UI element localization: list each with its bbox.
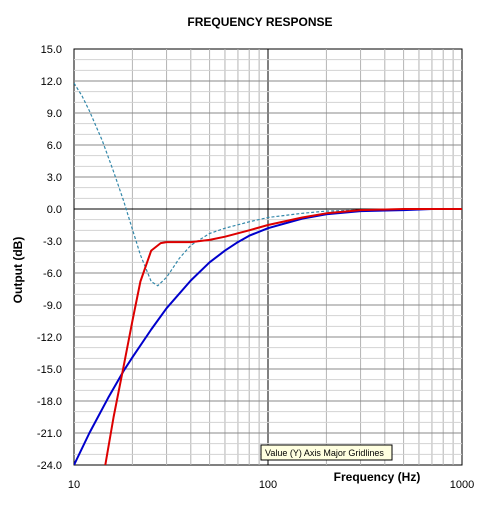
series-layer bbox=[74, 82, 462, 465]
y-tick-label: -6.0 bbox=[43, 268, 62, 280]
y-tick-label: 3.0 bbox=[47, 172, 62, 184]
tooltip-box bbox=[260, 444, 393, 461]
gridlines[interactable] bbox=[74, 49, 462, 465]
series-line-2 bbox=[104, 208, 462, 465]
x-tick-label: 10 bbox=[68, 479, 80, 491]
x-tick-label: 100 bbox=[259, 479, 277, 491]
y-tick-label: -9.0 bbox=[43, 300, 62, 312]
chart-title: FREQUENCY RESPONSE bbox=[187, 15, 332, 29]
y-tick-label: -24.0 bbox=[37, 460, 62, 472]
y-tick-label: 0.0 bbox=[47, 204, 62, 216]
x-axis-label: Frequency (Hz) bbox=[334, 470, 421, 484]
y-tick-label: -3.0 bbox=[43, 236, 62, 248]
y-axis-ticks: 15.0 12.0 9.0 6.0 3.0 0.0 -3.0 -6.0 -9.0 -12.0 -15… bbox=[37, 44, 62, 472]
y-tick-label: 15.0 bbox=[41, 44, 62, 56]
x-tick-label: 1000 bbox=[450, 479, 474, 491]
y-tick-label: 6.0 bbox=[47, 140, 62, 152]
y-tick-label: -18.0 bbox=[37, 396, 62, 408]
tooltip-text: Value (Y) Axis Major Gridlines bbox=[265, 448, 384, 458]
y-tick-label: -21.0 bbox=[37, 428, 62, 440]
tooltip: Value (Y) Axis Major Gridlines bbox=[260, 444, 393, 461]
y-tick-label: -15.0 bbox=[37, 364, 62, 376]
y-tick-label: 12.0 bbox=[41, 76, 62, 88]
y-tick-label: 9.0 bbox=[47, 108, 62, 120]
series-line-3 bbox=[74, 82, 462, 287]
y-tick-label: -12.0 bbox=[37, 332, 62, 344]
y-axis-label: Output (dB) bbox=[11, 237, 25, 304]
x-axis-ticks: 10 100 1000 bbox=[68, 479, 474, 491]
